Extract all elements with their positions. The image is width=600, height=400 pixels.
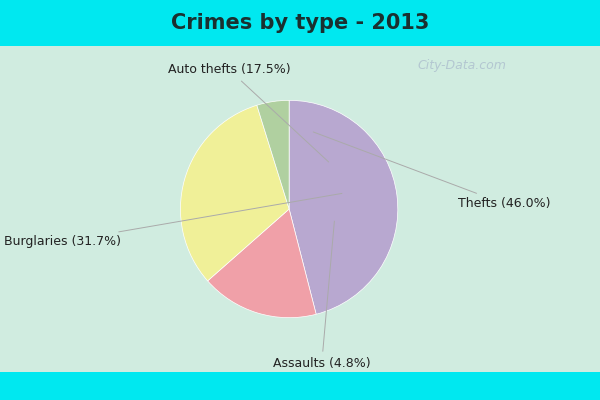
Bar <box>564 46 588 372</box>
Bar <box>0 46 600 372</box>
Bar <box>294 46 318 372</box>
Bar <box>348 46 372 372</box>
Bar <box>276 46 300 372</box>
Wedge shape <box>289 100 398 314</box>
Wedge shape <box>181 105 289 281</box>
Bar <box>240 46 264 372</box>
Bar <box>312 46 336 372</box>
Bar <box>258 46 282 372</box>
Wedge shape <box>208 209 316 318</box>
Bar <box>582 46 600 372</box>
Bar <box>330 46 354 372</box>
Bar <box>384 46 408 372</box>
Bar <box>474 46 498 372</box>
Bar <box>510 46 534 372</box>
Bar <box>492 46 516 372</box>
Text: Burglaries (31.7%): Burglaries (31.7%) <box>4 194 342 248</box>
Bar <box>420 46 444 372</box>
Text: Crimes by type - 2013: Crimes by type - 2013 <box>171 13 429 33</box>
Text: Thefts (46.0%): Thefts (46.0%) <box>313 132 550 210</box>
Text: Auto thefts (17.5%): Auto thefts (17.5%) <box>168 64 329 162</box>
Text: Assaults (4.8%): Assaults (4.8%) <box>273 221 371 370</box>
Bar <box>402 46 426 372</box>
Bar <box>366 46 390 372</box>
Text: City-Data.com: City-Data.com <box>418 59 506 72</box>
Bar <box>456 46 480 372</box>
Bar <box>546 46 570 372</box>
Bar <box>528 46 552 372</box>
Wedge shape <box>257 100 289 209</box>
Bar <box>438 46 462 372</box>
